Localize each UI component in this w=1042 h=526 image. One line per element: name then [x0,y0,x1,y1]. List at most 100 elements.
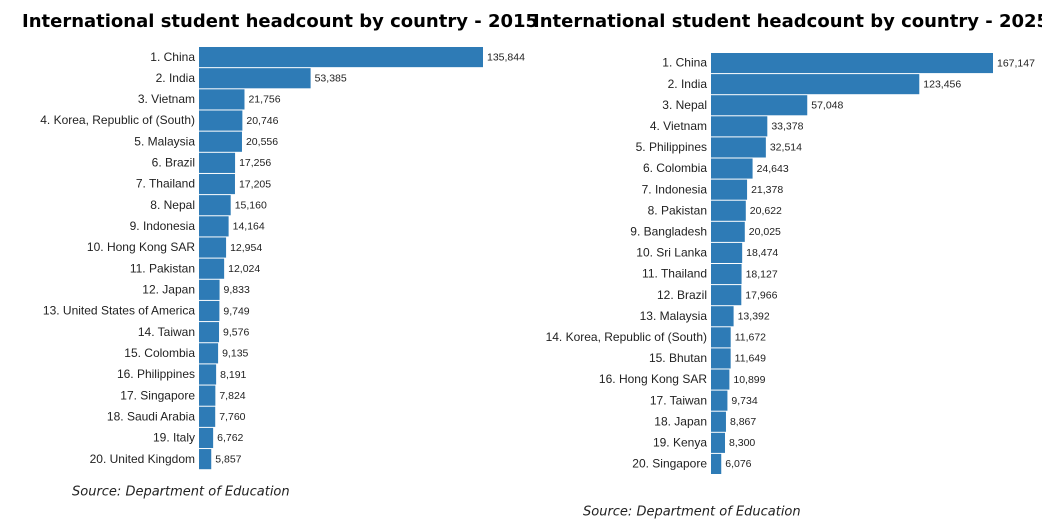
category-label: 15. Bhutan [649,351,707,365]
bar [711,242,743,263]
category-label: 1. China [150,50,195,64]
category-label: 4. Korea, Republic of (South) [40,113,195,127]
category-label: 6. Brazil [152,156,195,170]
value-label: 15,160 [235,199,267,211]
category-label: 5. Philippines [636,140,707,154]
bar [711,264,742,285]
value-label: 167,147 [997,57,1035,69]
bar [199,449,212,470]
value-label: 21,378 [751,184,783,196]
bar [711,453,722,474]
category-label: 20. United Kingdom [90,452,195,466]
value-label: 5,857 [215,453,241,465]
value-label: 123,456 [923,78,961,90]
category-label: 7. Indonesia [642,182,708,196]
bar [711,116,768,137]
value-label: 9,734 [731,395,757,407]
value-label: 8,191 [220,369,246,381]
bar [199,279,220,300]
bar [711,327,731,348]
category-label: 12. Japan [142,283,195,297]
bar [711,200,746,221]
value-label: 57,048 [811,100,843,112]
category-label: 4. Vietnam [650,119,707,133]
value-label: 8,867 [730,416,756,428]
bar [199,406,216,427]
value-label: 135,844 [487,51,525,63]
value-label: 20,746 [246,115,278,127]
category-label: 9. Bangladesh [630,225,707,239]
bar [711,221,745,242]
value-label: 12,024 [228,263,260,275]
category-label: 18. Saudi Arabia [107,409,195,423]
bar [199,195,231,216]
category-label: 13. Malaysia [640,309,708,323]
category-label: 20. Singapore [632,457,707,471]
category-label: 8. Pakistan [648,203,707,217]
value-label: 9,135 [222,348,248,360]
category-label: 1. China [662,56,707,70]
category-label: 12. Brazil [657,288,707,302]
bar [199,385,216,406]
bar [711,158,753,179]
category-label: 19. Italy [153,431,195,445]
value-label: 24,643 [757,163,789,175]
value-label: 13,392 [738,311,770,323]
category-label: 2. India [668,77,708,91]
value-label: 32,514 [770,142,802,154]
category-label: 2. India [156,71,196,85]
category-label: 11. Thailand [642,267,707,281]
bar [711,390,728,411]
category-label: 16. Hong Kong SAR [599,372,707,386]
category-label: 3. Vietnam [138,92,195,106]
value-label: 17,205 [239,178,271,190]
bar [711,369,730,390]
category-label: 10. Hong Kong SAR [87,240,195,254]
bar [199,131,242,152]
value-label: 11,649 [735,353,766,365]
bar [711,74,920,95]
chart-title: International student headcount by count… [22,11,538,32]
category-label: 3. Nepal [662,98,707,112]
source-note: Source: Department of Education [583,505,801,520]
bar [199,173,235,195]
value-label: 10,899 [733,374,765,386]
value-label: 14,164 [233,221,265,233]
value-label: 7,760 [219,411,245,423]
category-label: 14. Taiwan [138,325,195,339]
bar [199,300,220,322]
category-label: 18. Japan [654,414,707,428]
value-label: 7,824 [219,390,245,402]
bar [199,237,227,258]
bar [711,53,993,74]
category-label: 7. Thailand [136,177,195,191]
bar [711,411,726,432]
bar [199,364,217,385]
value-label: 12,954 [230,242,262,254]
value-label: 17,966 [745,289,777,301]
category-label: 13. United States of America [43,304,195,318]
source-note: Source: Department of Education [72,485,290,500]
value-label: 9,833 [224,284,250,296]
value-label: 18,474 [746,247,778,259]
bar [199,89,245,110]
category-label: 14. Korea, Republic of (South) [546,330,707,344]
category-label: 11. Pakistan [130,261,195,275]
value-label: 20,556 [246,136,278,148]
bar [711,306,734,327]
value-label: 21,756 [248,94,280,106]
bar [199,152,236,173]
category-label: 19. Kenya [653,436,707,450]
value-label: 9,749 [223,305,249,317]
category-label: 15. Colombia [124,346,195,360]
chart-title: International student headcount by count… [533,11,1042,32]
value-label: 33,378 [771,121,803,133]
category-label: 6. Colombia [643,161,707,175]
bar [199,343,219,364]
category-label: 16. Philippines [117,367,195,381]
category-label: 9. Indonesia [130,219,196,233]
value-label: 17,256 [239,157,271,169]
bar [199,216,229,237]
value-label: 20,025 [749,226,781,238]
bar [711,95,808,116]
